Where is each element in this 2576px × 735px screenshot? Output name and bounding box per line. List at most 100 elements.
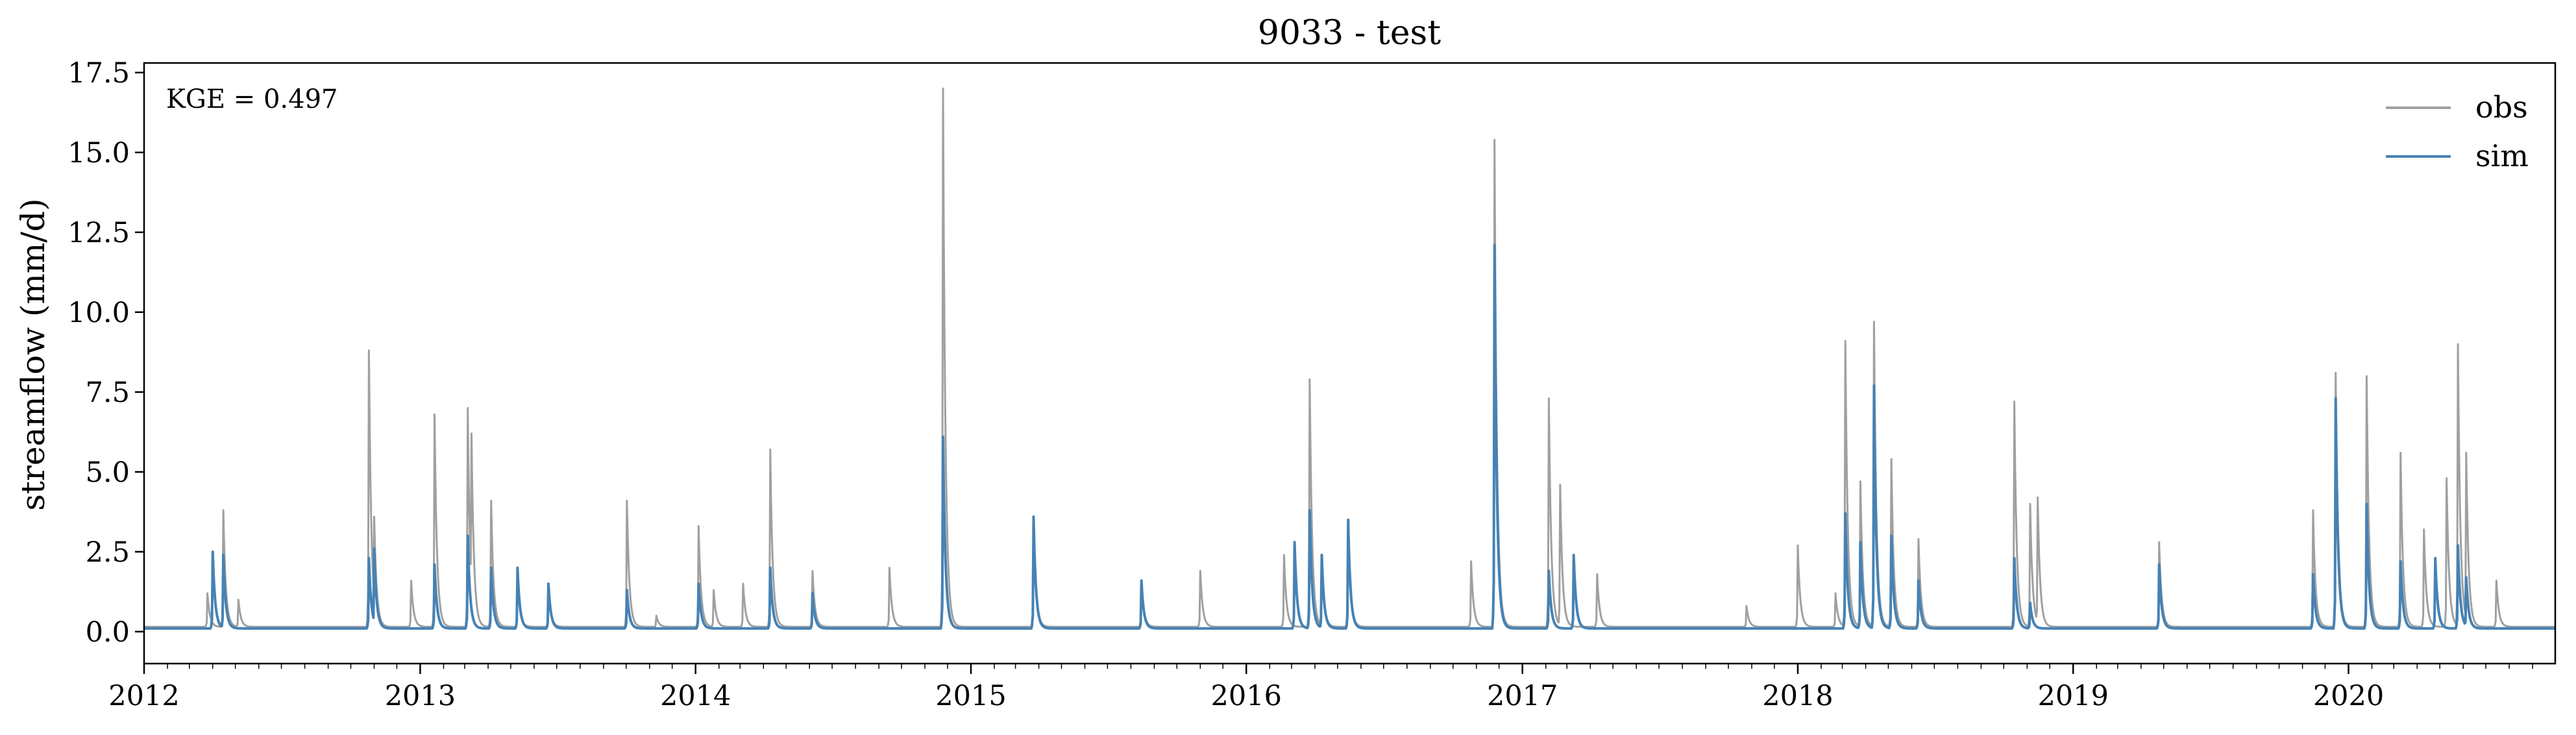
data-point-obs-15 bbox=[713, 589, 715, 592]
data-point-sim-23 bbox=[1844, 512, 1846, 515]
x-tick-label-2: 2014 bbox=[660, 680, 731, 712]
data-point-obs-5 bbox=[410, 579, 413, 582]
data-point-obs-40 bbox=[1917, 538, 1920, 540]
data-point-sim-1 bbox=[222, 554, 225, 556]
x-tick-label-6: 2018 bbox=[1762, 680, 1833, 712]
data-point-obs-49 bbox=[2423, 528, 2425, 530]
data-point-obs-2 bbox=[237, 599, 239, 601]
series-line-sim bbox=[143, 243, 2556, 630]
data-point-obs-9 bbox=[490, 499, 493, 502]
data-point-obs-30 bbox=[1547, 397, 1550, 400]
x-tick-label-0: 2012 bbox=[108, 680, 179, 712]
data-point-sim-29 bbox=[2029, 602, 2031, 604]
data-point-sim-26 bbox=[1890, 534, 1893, 537]
legend-label-sim: sim bbox=[2475, 138, 2529, 173]
y-tick-label-3: 7.5 bbox=[86, 377, 130, 409]
data-point-sim-3 bbox=[373, 547, 376, 550]
data-point-obs-35 bbox=[1834, 592, 1837, 595]
x-tick-label-4: 2016 bbox=[1211, 680, 1282, 712]
y-tick-label-7: 17.5 bbox=[67, 57, 130, 90]
data-point-sim-32 bbox=[2335, 397, 2337, 400]
y-tick-label-4: 10.0 bbox=[67, 297, 130, 329]
x-tick-label-7: 2019 bbox=[2038, 680, 2109, 712]
data-point-obs-29 bbox=[1493, 138, 1496, 141]
data-point-obs-52 bbox=[2465, 451, 2468, 454]
data-point-obs-45 bbox=[2312, 509, 2314, 512]
data-point-obs-7 bbox=[467, 406, 469, 409]
data-point-obs-6 bbox=[434, 413, 436, 416]
data-point-obs-47 bbox=[2365, 375, 2368, 377]
data-point-obs-42 bbox=[2029, 503, 2031, 505]
data-point-sim-15 bbox=[1140, 579, 1143, 582]
data-point-obs-24 bbox=[1282, 554, 1285, 556]
data-point-obs-50 bbox=[2446, 477, 2448, 480]
x-tick-label-1: 2013 bbox=[385, 680, 456, 712]
kge-annotation: KGE = 0.497 bbox=[166, 84, 338, 114]
data-point-sim-30 bbox=[2158, 564, 2161, 566]
data-point-sim-21 bbox=[1547, 569, 1550, 572]
data-point-obs-12 bbox=[626, 499, 628, 502]
y-tick-label-6: 15.0 bbox=[67, 137, 130, 169]
data-point-obs-37 bbox=[1859, 480, 1861, 483]
data-point-sim-20 bbox=[1493, 244, 1496, 247]
data-point-obs-20 bbox=[942, 87, 944, 90]
chart-title: 9033 - test bbox=[1258, 14, 1441, 53]
data-point-sim-18 bbox=[1321, 554, 1323, 556]
data-point-obs-14 bbox=[697, 525, 700, 527]
data-point-sim-11 bbox=[769, 566, 772, 569]
data-point-sim-22 bbox=[1573, 554, 1575, 556]
data-point-obs-0 bbox=[222, 509, 225, 512]
data-point-sim-13 bbox=[942, 436, 944, 438]
data-point-sim-19 bbox=[1347, 519, 1349, 521]
data-point-obs-46 bbox=[2335, 371, 2337, 374]
y-tick-label-1: 2.5 bbox=[86, 536, 130, 569]
data-point-sim-14 bbox=[1033, 516, 1035, 518]
data-point-obs-43 bbox=[2037, 496, 2039, 499]
data-point-obs-16 bbox=[742, 582, 744, 585]
data-point-sim-7 bbox=[516, 566, 519, 569]
data-point-obs-51 bbox=[2457, 343, 2459, 345]
y-tick-label-5: 12.5 bbox=[67, 217, 130, 249]
data-point-obs-23 bbox=[1199, 569, 1201, 572]
x-tick-label-3: 2015 bbox=[935, 680, 1006, 712]
data-point-obs-34 bbox=[1797, 544, 1799, 547]
data-point-sim-34 bbox=[2399, 560, 2402, 563]
data-point-obs-39 bbox=[1890, 458, 1893, 460]
x-tick-label-5: 2017 bbox=[1487, 680, 1558, 712]
data-point-obs-31 bbox=[1559, 484, 1562, 486]
data-point-obs-48 bbox=[2399, 451, 2402, 454]
data-point-obs-25 bbox=[1308, 378, 1311, 380]
data-point-obs-8 bbox=[471, 432, 473, 435]
data-point-obs-19 bbox=[888, 566, 890, 569]
data-point-sim-33 bbox=[2365, 503, 2368, 505]
data-point-obs-36 bbox=[1844, 340, 1846, 342]
data-point-sim-0 bbox=[212, 551, 214, 553]
y-axis-label: streamflow (mm/d) bbox=[14, 198, 52, 510]
data-point-obs-38 bbox=[1872, 321, 1875, 323]
data-point-sim-27 bbox=[1917, 579, 1920, 582]
data-point-sim-4 bbox=[434, 564, 436, 566]
data-point-sim-31 bbox=[2312, 573, 2314, 575]
data-point-obs-13 bbox=[655, 614, 657, 617]
data-point-obs-44 bbox=[2158, 541, 2161, 543]
data-point-obs-33 bbox=[1745, 604, 1748, 607]
data-point-obs-53 bbox=[2495, 579, 2497, 582]
data-point-sim-17 bbox=[1308, 509, 1311, 512]
data-point-obs-17 bbox=[769, 448, 772, 451]
data-point-obs-41 bbox=[2013, 401, 2016, 403]
data-point-obs-4 bbox=[373, 516, 376, 518]
legend-label-obs: obs bbox=[2475, 90, 2528, 125]
data-point-obs-1 bbox=[206, 592, 209, 595]
legend: obs sim bbox=[2386, 90, 2529, 173]
data-point-sim-8 bbox=[547, 582, 550, 585]
data-point-sim-16 bbox=[1294, 541, 1296, 543]
data-point-sim-24 bbox=[1859, 541, 1861, 543]
data-point-sim-10 bbox=[697, 582, 700, 585]
data-point-obs-3 bbox=[367, 349, 370, 352]
data-point-obs-18 bbox=[811, 569, 814, 572]
data-point-obs-28 bbox=[1470, 560, 1473, 563]
axes-layer: 0.0 2.5 5.0 7.5 10.0 12.5 15.0 17.5 2012 2013 2014… bbox=[67, 57, 2533, 712]
data-point-sim-12 bbox=[811, 592, 814, 595]
data-point-sim-28 bbox=[2013, 557, 2016, 560]
